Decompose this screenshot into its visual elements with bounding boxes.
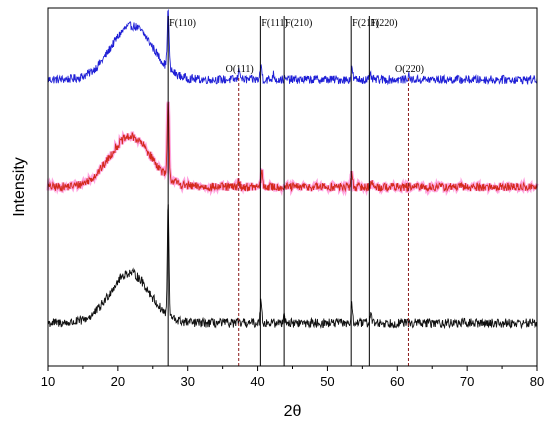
reference-label-7: O(220) xyxy=(395,64,424,75)
x-tick-label-40: 40 xyxy=(250,374,264,389)
x-axis-ticks: 10 20 30 40 50 60 70 80 xyxy=(41,366,544,389)
reference-lines: F(110) O(111) F(111)F(210) F(211)F(220) O(22… xyxy=(167,16,424,366)
x-tick-label-80: 80 xyxy=(530,374,544,389)
x-tick-label-10: 10 xyxy=(41,374,55,389)
series-1-line xyxy=(47,8,538,86)
x-tick-label-30: 30 xyxy=(180,374,194,389)
x-tick-label-50: 50 xyxy=(320,374,334,389)
x-tick-label-20: 20 xyxy=(111,374,125,389)
reference-label-5: F(211) xyxy=(352,18,379,29)
x-tick-label-60: 60 xyxy=(390,374,404,389)
reference-label-6: F(220) xyxy=(370,18,397,29)
reference-label-3: F(111) xyxy=(261,18,287,29)
series-2-line xyxy=(47,101,538,193)
reference-label-2: O(111) xyxy=(226,64,254,75)
y-axis-label: Intensity xyxy=(11,157,28,217)
reference-label-4: F(210) xyxy=(285,18,312,29)
reference-label-1: F(110) xyxy=(169,18,196,29)
series-3-line xyxy=(47,204,538,330)
x-axis-label: 2θ xyxy=(284,403,302,420)
series-layer xyxy=(46,8,539,330)
x-tick-label-70: 70 xyxy=(460,374,474,389)
